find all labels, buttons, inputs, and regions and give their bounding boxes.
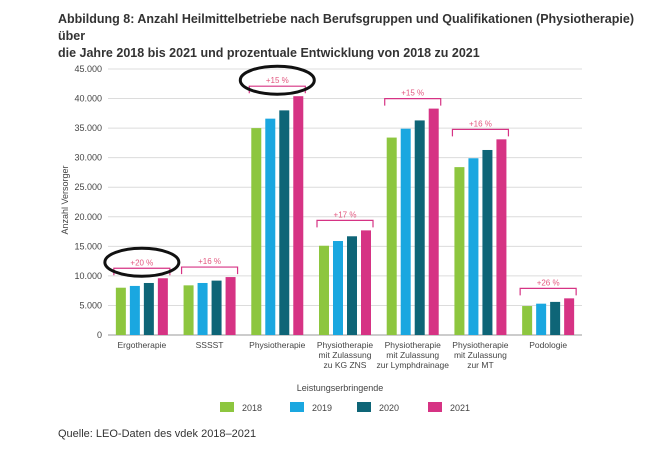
bar-2021	[564, 298, 575, 335]
legend-swatch-2018	[220, 402, 234, 412]
bar-2018	[115, 287, 126, 335]
growth-label: +26 %	[537, 278, 560, 287]
x-tick-label: Physiotherapie	[385, 340, 442, 350]
bar-2020	[414, 120, 425, 335]
growth-label: +15 %	[401, 89, 424, 98]
y-tick-label: 40.000	[74, 94, 102, 104]
x-tick-label: mit Zulassung	[386, 350, 439, 360]
legend-swatch-2020	[357, 402, 371, 412]
x-tick-label: zu KG ZNS	[324, 360, 367, 370]
growth-bracket	[316, 219, 374, 228]
bar-2020	[347, 236, 357, 335]
bar-2021	[293, 96, 304, 336]
bar-2019	[129, 285, 140, 335]
y-axis-ticks: 0 5.000 10.000 15.000 20.000 25.000 30.000 35.0…	[74, 64, 102, 340]
bar-2019	[197, 282, 208, 335]
x-tick-label: Podologie	[529, 340, 567, 350]
x-tick-label: Physiotherapie	[249, 340, 306, 350]
bar-2019	[536, 303, 547, 335]
y-tick-label: 15.000	[74, 241, 102, 251]
title-line-2: die Jahre 2018 bis 2021 und prozentuale …	[58, 46, 480, 60]
bar-2018	[183, 285, 194, 335]
x-tick-label: zur MT	[467, 360, 493, 370]
x-tick-label: Physiotherapie	[317, 340, 374, 350]
highlight-ellipse	[238, 64, 316, 96]
bar-2020	[482, 149, 493, 335]
bar-2021	[428, 108, 439, 335]
growth-bracket	[451, 128, 510, 137]
bar-2019	[265, 118, 276, 335]
growth-label: +20 %	[130, 258, 153, 267]
bar-2021	[496, 139, 507, 335]
bar-2018	[522, 306, 533, 335]
growth-label: +16 %	[469, 119, 492, 128]
chart-title: Abbildung 8: Anzahl Heilmittelbetriebe n…	[58, 11, 638, 62]
bar-2019	[400, 128, 411, 335]
x-tick-label: zur Lymphdrainage	[376, 360, 449, 370]
y-tick-label: 30.000	[74, 153, 102, 163]
bar-2018	[251, 128, 262, 335]
bar-2020	[211, 280, 222, 335]
legend: 2018 2019 2020 2021	[220, 402, 470, 413]
y-tick-label: 0	[97, 330, 102, 340]
y-axis-label: Anzahl Versorger	[60, 165, 70, 234]
bar-2018	[454, 167, 465, 335]
bars	[115, 96, 575, 336]
y-tick-label: 45.000	[74, 64, 102, 74]
legend-label-2020: 2020	[379, 403, 399, 413]
bar-2020	[143, 282, 154, 335]
y-tick-label: 35.000	[74, 123, 102, 133]
x-tick-label: Ergotherapie	[118, 340, 167, 350]
growth-bracket	[384, 98, 442, 106]
legend-label-2021: 2021	[450, 403, 470, 413]
bar-2021	[225, 277, 236, 335]
highlight-ellipse	[103, 246, 181, 278]
grid-lines	[108, 68, 582, 336]
x-axis-labels: Ergotherapie SSSST Physiotherapie Physiothe…	[118, 340, 568, 370]
growth-label: +17 %	[334, 210, 357, 219]
legend-swatch-2021	[428, 402, 442, 412]
growth-brackets: +20 % +16 % +15 % +17 % +15 % +16 % +26 %	[103, 64, 577, 296]
legend-swatch-2019	[290, 402, 304, 412]
growth-bracket	[180, 266, 239, 275]
growth-label: +16 %	[198, 257, 221, 266]
title-line-1: Abbildung 8: Anzahl Heilmittelbetriebe n…	[58, 12, 634, 43]
y-tick-label: 10.000	[74, 271, 102, 281]
x-tick-label: SSSST	[196, 340, 224, 350]
bar-2019	[333, 241, 343, 335]
x-axis-label: Leistungserbringende	[297, 383, 384, 393]
bar-2018	[319, 245, 329, 335]
y-tick-label: 5.000	[79, 300, 102, 310]
bar-2020	[279, 110, 290, 335]
x-tick-label: mit Zulassung	[454, 350, 507, 360]
x-tick-label: mit Zulassung	[319, 350, 372, 360]
bar-2021	[157, 278, 168, 335]
legend-label-2018: 2018	[242, 403, 262, 413]
y-tick-label: 25.000	[74, 182, 102, 192]
source-note: Quelle: LEO-Daten des vdek 2018–2021	[58, 428, 257, 440]
growth-label: +15 %	[266, 76, 289, 85]
y-tick-label: 20.000	[74, 212, 102, 222]
x-tick-label: Physiotherapie	[452, 340, 509, 350]
bar-2020	[550, 301, 561, 335]
growth-bracket	[519, 287, 577, 296]
bar-2019	[468, 158, 479, 335]
bar-2018	[386, 137, 397, 335]
legend-label-2019: 2019	[312, 403, 332, 413]
bar-2021	[361, 230, 371, 335]
